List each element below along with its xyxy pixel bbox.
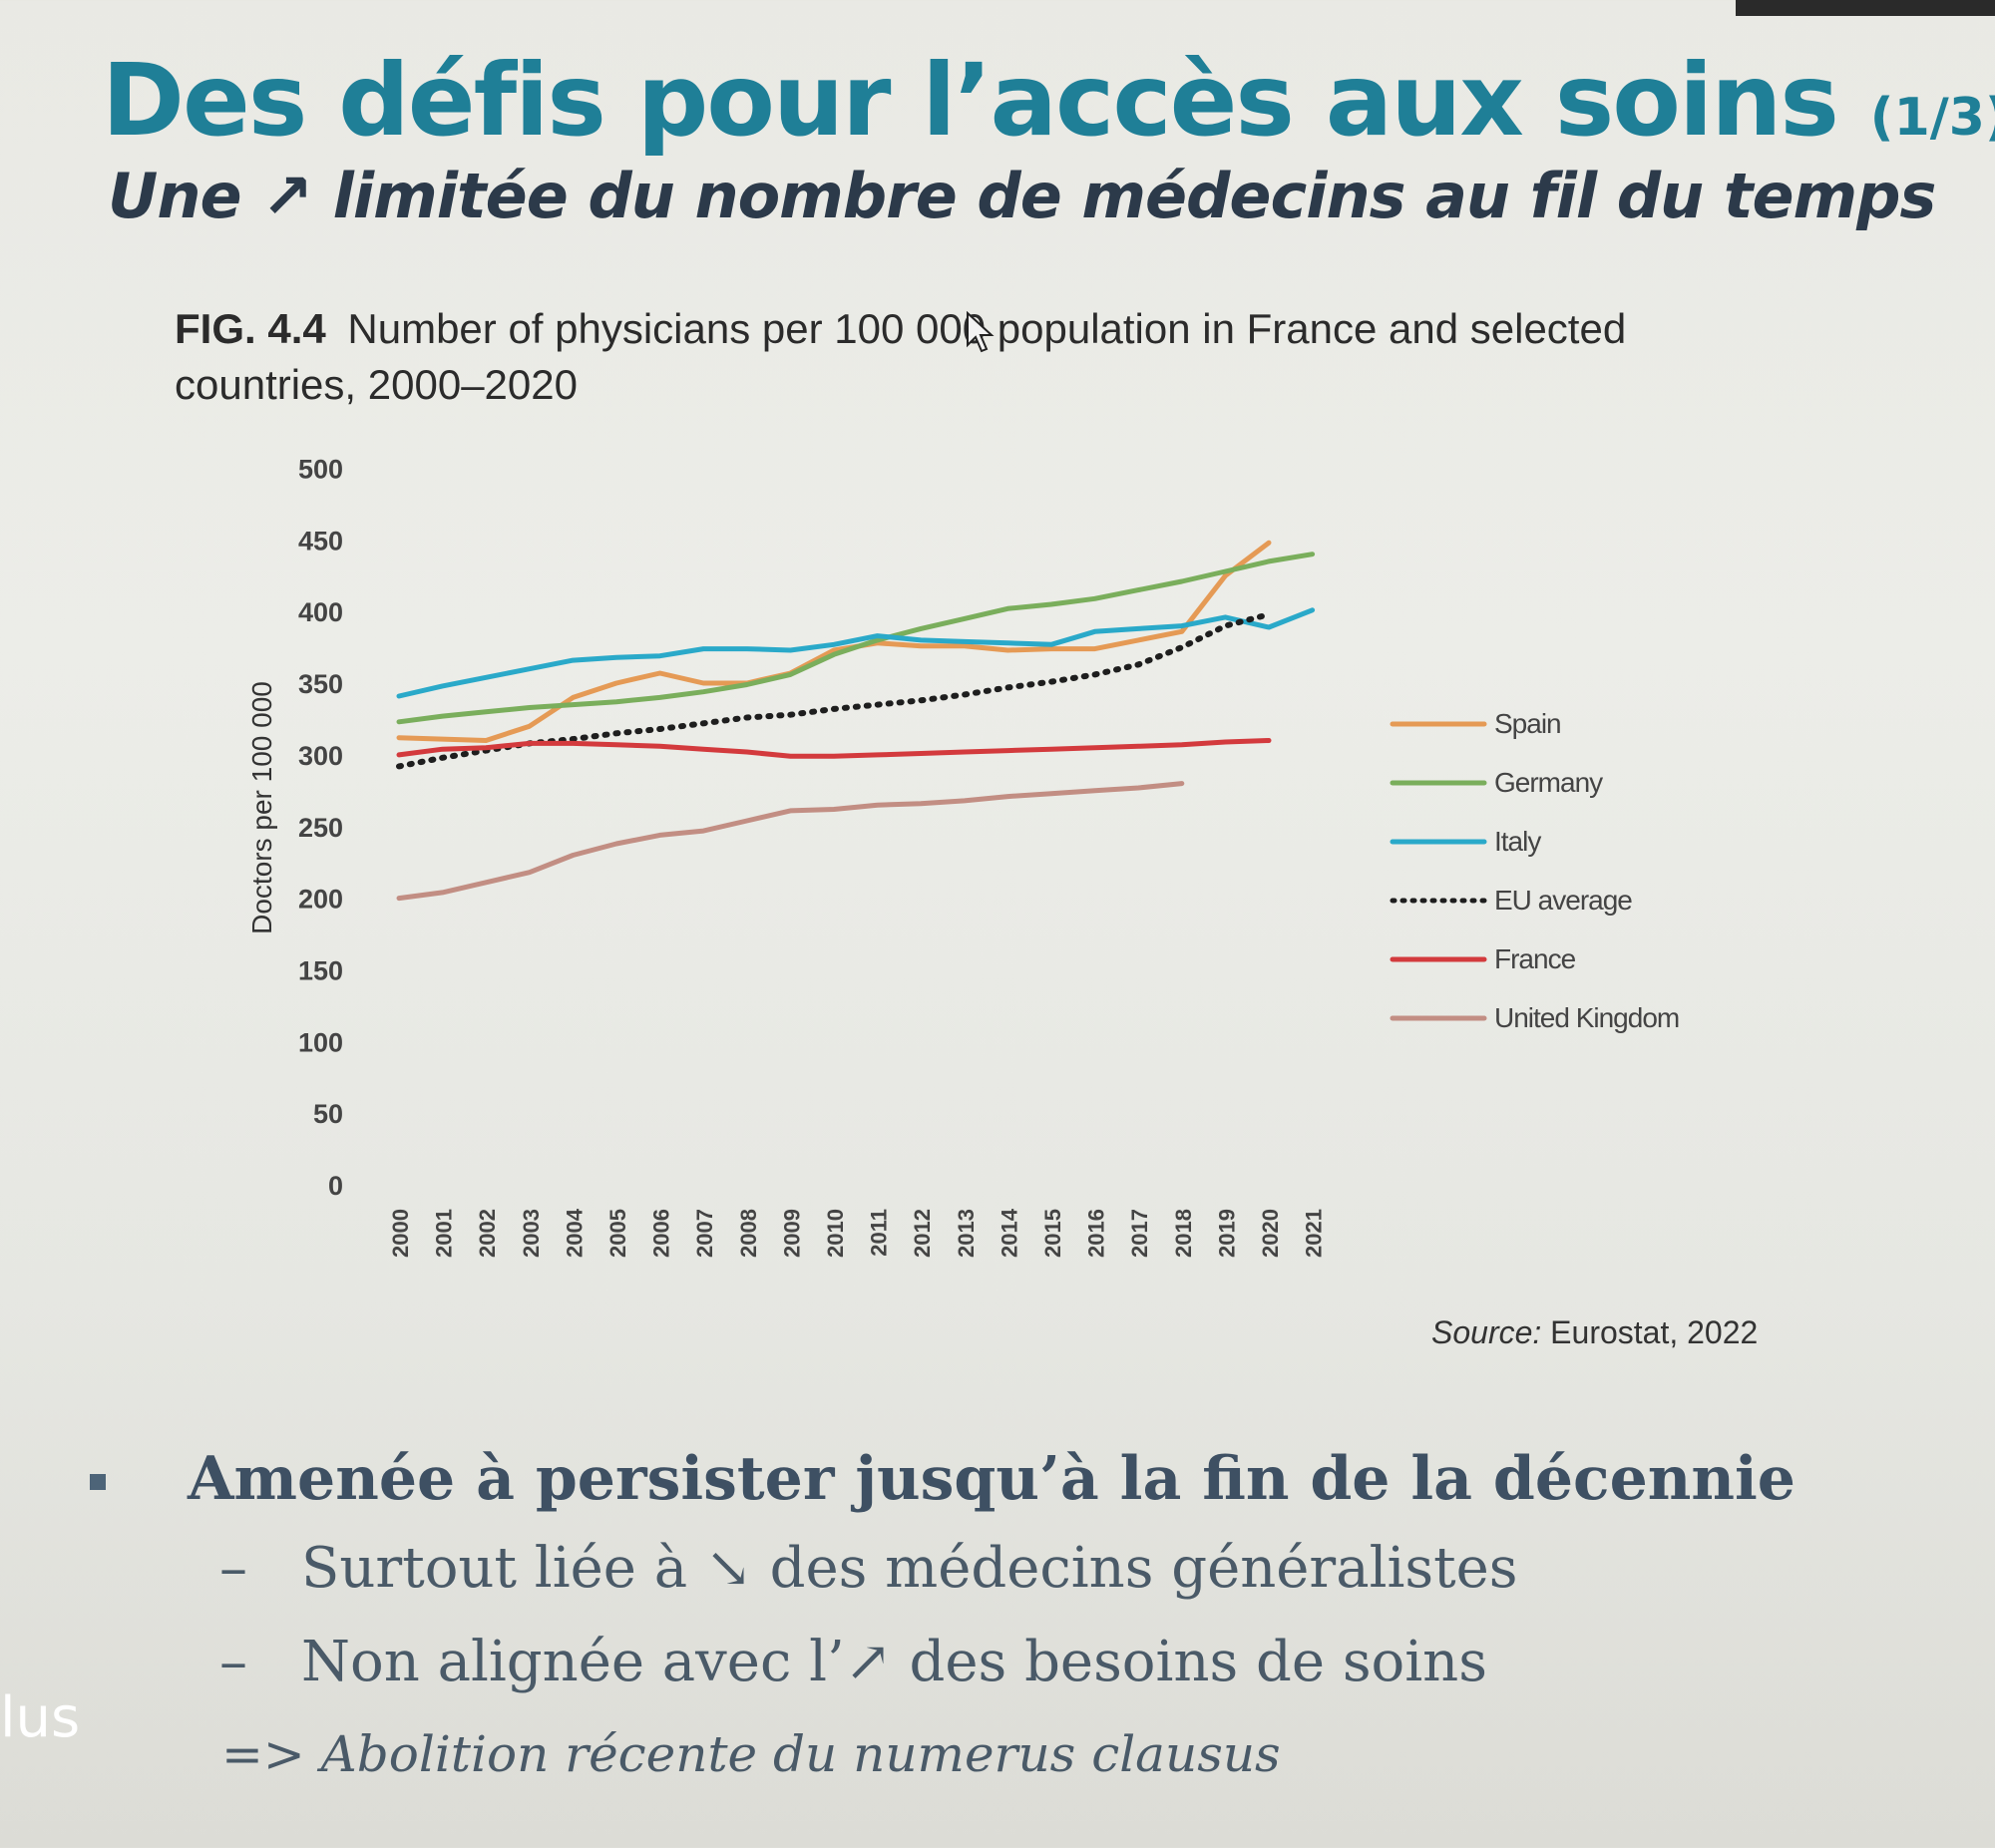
legend-label: Spain: [1494, 708, 1561, 739]
y-tick-label: 400: [298, 597, 343, 627]
x-tick-label: 2019: [1214, 1209, 1239, 1258]
x-tick-label: 2017: [1127, 1209, 1152, 1258]
y-axis-label: Doctors per 100 000: [246, 681, 277, 934]
x-tick-label: 2016: [1084, 1209, 1109, 1258]
source-label: Source:: [1431, 1314, 1542, 1350]
x-tick-label: 2010: [823, 1209, 848, 1258]
x-tick-label: 2021: [1302, 1209, 1327, 1258]
mouse-cursor-icon: [967, 311, 995, 353]
y-tick-label: 450: [298, 526, 343, 555]
series-lines: [396, 540, 1316, 902]
y-tick-label: 150: [298, 955, 343, 985]
x-tick-label: 2013: [954, 1209, 979, 1258]
y-tick-label: 350: [298, 669, 343, 699]
series-line-italy: [396, 607, 1316, 699]
legend-label: EU average: [1494, 885, 1632, 916]
y-tick-label: 200: [298, 885, 343, 915]
line-chart: Doctors per 100 000 0 50 100 150 200 250 300 35…: [246, 455, 1680, 1258]
x-tick-label: 2012: [910, 1209, 935, 1258]
y-tick-label: 500: [298, 455, 343, 485]
figure-caption: FIG. 4.4 Number of physicians per 100 00…: [175, 301, 1631, 413]
legend-label: Italy: [1494, 826, 1541, 857]
y-axis-label-group: Doctors per 100 000: [246, 681, 277, 934]
conclusion-line: => Abolition récente du numerus clausus: [221, 1725, 1281, 1783]
x-tick-label: 2018: [1171, 1209, 1196, 1258]
x-tick-label: 2004: [562, 1208, 587, 1258]
y-tick-label: 0: [328, 1171, 343, 1201]
x-tick-label: 2005: [605, 1209, 630, 1258]
x-tick-label: 2014: [997, 1208, 1021, 1258]
source-text: Eurostat, 2022: [1550, 1314, 1759, 1350]
x-tick-label: 2011: [867, 1209, 892, 1257]
slide-subtitle: Une ↗ limitée du nombre de médecins au f…: [108, 160, 1936, 232]
sub-bullet-1: Surtout liée à ↘ des médecins généralist…: [301, 1536, 1518, 1601]
window-top-bar: [1736, 0, 1995, 16]
x-tick-label: 2003: [519, 1209, 544, 1258]
x-axis-ticks: 2000 2001 2002 2003 2004 2005 2006 2007 2008 2009…: [388, 1208, 1327, 1258]
bullet-square-icon: [90, 1474, 106, 1490]
legend-label: United Kingdom: [1494, 1002, 1679, 1033]
x-tick-label: 2008: [736, 1209, 761, 1258]
y-tick-label: 50: [313, 1099, 343, 1129]
bullet-main: Amenée à persister jusqu’à la fin de la …: [188, 1444, 1796, 1514]
y-tick-label: 100: [298, 1027, 343, 1057]
series-line-germany: [396, 552, 1316, 725]
sub-bullet-dash: –: [219, 1630, 247, 1694]
slide-title-text: Des défis pour l’accès aux soins: [102, 42, 1839, 159]
legend-label: Germany: [1494, 767, 1603, 798]
x-tick-label: 2001: [432, 1209, 457, 1258]
series-line-united-kingdom: [396, 781, 1185, 902]
sub-bullet-dash: –: [219, 1536, 247, 1601]
chart-legend: Spain Germany Italy EU average France United …: [1390, 708, 1680, 1033]
x-tick-label: 2002: [475, 1209, 500, 1258]
x-tick-label: 2020: [1258, 1209, 1283, 1258]
x-tick-label: 2006: [649, 1209, 674, 1258]
legend-label: France: [1494, 943, 1576, 974]
slide-title-part: (1/3): [1869, 88, 1995, 148]
series-line-spain: [396, 540, 1272, 743]
sub-bullet-2: Non alignée avec l’↗ des besoins de soin…: [301, 1630, 1487, 1694]
y-axis-ticks: 0 50 100 150 200 250 300 350 400 450 500: [298, 455, 343, 1202]
figure-label: FIG. 4.4: [175, 305, 326, 352]
x-tick-label: 2009: [779, 1209, 804, 1258]
figure-caption-text: Number of physicians per 100 000 populat…: [175, 305, 1627, 408]
y-tick-label: 300: [298, 741, 343, 771]
x-tick-label: 2007: [692, 1209, 717, 1258]
x-tick-label: 2000: [388, 1209, 413, 1258]
y-tick-label: 250: [298, 813, 343, 843]
series-line-france: [396, 738, 1272, 759]
chart-source: Source: Eurostat, 2022: [1431, 1314, 1758, 1351]
side-text-fragment: lus: [0, 1685, 81, 1750]
slide-title: Des défis pour l’accès aux soins (1/3): [102, 42, 1995, 159]
x-tick-label: 2015: [1040, 1209, 1065, 1258]
